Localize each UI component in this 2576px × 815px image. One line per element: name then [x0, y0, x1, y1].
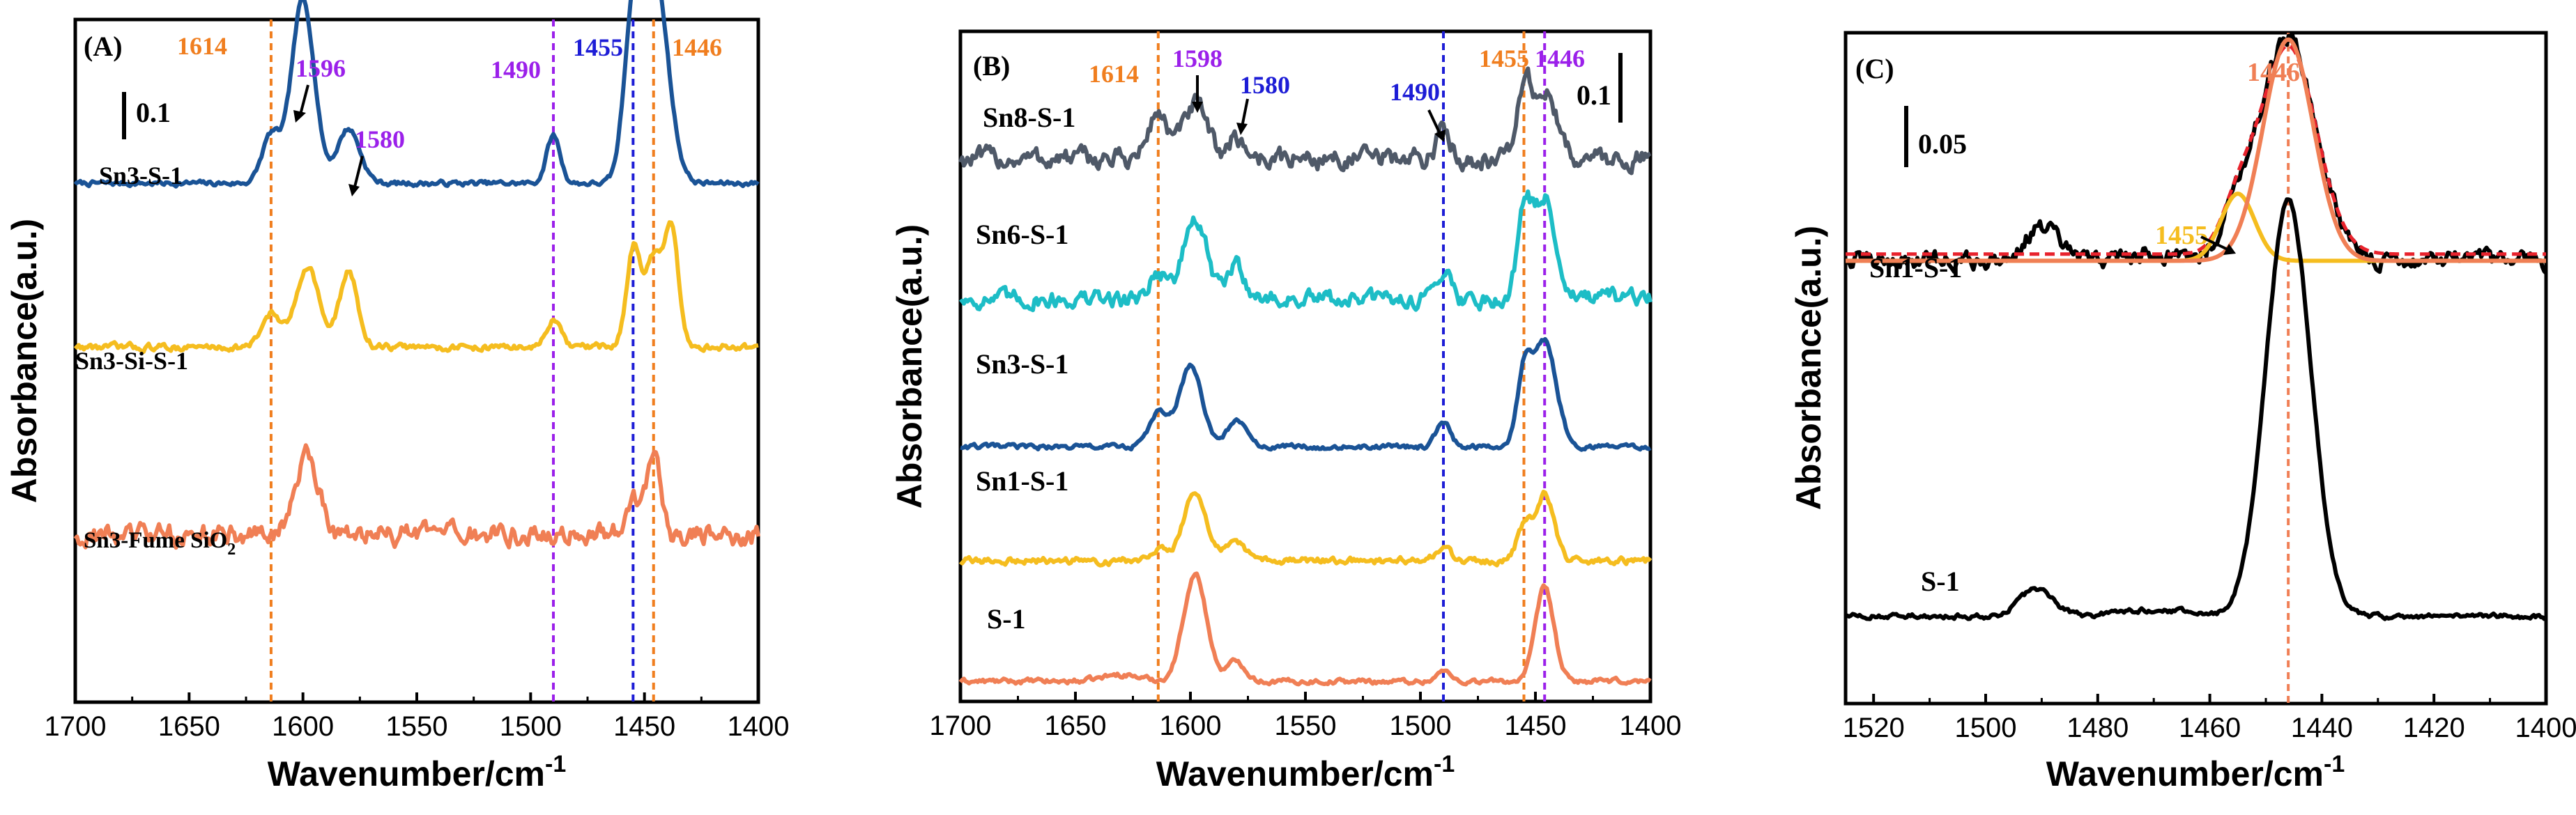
annotation-1446: 1446 — [2247, 58, 2300, 87]
panel-a: 1700 1650 1600 1550 1500 1450 1400 (A) 0.1 161… — [5, 0, 789, 793]
series-label-sn3-si-s-1: Sn3-Si-S-1 — [75, 347, 188, 375]
x-tick-label: 1500 — [500, 711, 562, 742]
series-label-s-1: S-1 — [987, 603, 1026, 635]
series-label-sn1-s-1: Sn1-S-1 — [1869, 252, 1962, 284]
series-label-sn3-fume-sio2: Sn3-Fume SiO2 — [84, 528, 236, 559]
x-tick-label: 1450 — [613, 711, 675, 742]
arrow-1596 — [298, 84, 309, 118]
x-tick-label: 1650 — [158, 711, 220, 742]
x-tick-label: 1550 — [1275, 711, 1337, 741]
arrow-1490-head — [1434, 130, 1446, 142]
scale-bar-label: 0.1 — [1577, 79, 1611, 111]
annotation-1490: 1490 — [491, 56, 541, 84]
annotation-1614: 1614 — [1089, 60, 1139, 88]
arrow-1455-head — [2223, 244, 2236, 255]
panel-label: (C) — [1855, 53, 1894, 84]
x-tick-label: 1650 — [1045, 711, 1107, 741]
x-tick-label: 1440 — [2291, 713, 2353, 743]
series-line-sn3-fume-sio2 — [73, 443, 760, 550]
panel-label: (A) — [84, 31, 123, 62]
panel-b: 1700 1650 1600 1550 1500 1450 1400 (B) 0.1 161… — [890, 29, 1682, 793]
series-line-sn3-si-s-1 — [73, 220, 759, 355]
x-tick-label: 1520 — [1843, 713, 1905, 743]
arrow-1580-head — [1236, 123, 1248, 135]
series-line-sn8-s-1 — [958, 66, 1652, 176]
arrow-1580 — [353, 155, 364, 190]
y-axis-title: Absorbance(a.u.) — [5, 219, 44, 503]
x-tick-label: 1700 — [930, 711, 992, 741]
scale-bar-label: 0.05 — [1918, 128, 1967, 160]
series-line-s-1 — [958, 571, 1652, 687]
x-tick-label: 1700 — [45, 711, 107, 742]
arrow-1490 — [1427, 109, 1441, 134]
arrow-1580 — [1241, 98, 1249, 127]
x-axis-title: Wavenumber/cm-1 — [2046, 751, 2345, 793]
annotation-1455: 1455 — [573, 33, 623, 61]
series-label-sn1-s-1: Sn1-S-1 — [976, 465, 1068, 497]
annotation-1446: 1446 — [1535, 45, 1585, 72]
annotation-1580: 1580 — [1240, 71, 1290, 99]
x-tick-label: 1600 — [272, 711, 334, 742]
series-label-sn3-s-1: Sn3-S-1 — [99, 162, 183, 189]
annotation-1614: 1614 — [177, 32, 227, 60]
series-line-sn6-s-1 — [959, 189, 1653, 313]
x-axis-title: Wavenumber/cm-1 — [268, 751, 567, 793]
arrow-1580-head — [348, 184, 360, 196]
annotation-1455: 1455 — [2155, 221, 2208, 250]
x-tick-label: 1450 — [1505, 711, 1567, 741]
series-label-sn8-s-1: Sn8-S-1 — [983, 102, 1075, 133]
series-line-sn1-s-1-fit — [1846, 44, 2546, 256]
arrow-1455 — [2200, 235, 2228, 251]
scale-bar-label: 0.1 — [136, 97, 171, 128]
series-line-sn1-s-1 — [959, 490, 1653, 568]
plot-frame — [1843, 31, 2548, 706]
series-line-1446-component — [1845, 37, 2547, 263]
x-tick-label: 1460 — [2179, 713, 2241, 743]
x-axis-title: Wavenumber/cm-1 — [1156, 751, 1455, 793]
panel-c: 1520 1500 1480 1460 1440 1420 1400 (C) 0.05 14… — [1789, 31, 2576, 793]
x-tick-label: 1500 — [1390, 711, 1452, 741]
annotation-1446: 1446 — [672, 33, 722, 61]
x-tick-label: 1480 — [2067, 713, 2129, 743]
x-tick-label: 1420 — [2403, 713, 2465, 743]
arrow-1598-head — [1192, 102, 1203, 113]
y-axis-title: Absorbance(a.u.) — [1789, 226, 1828, 510]
series-label-sn6-s-1: Sn6-S-1 — [976, 219, 1068, 250]
annotation-1580: 1580 — [355, 125, 405, 153]
series-line-sn3-s-1 — [73, 0, 760, 189]
series-label-s-1: S-1 — [1921, 566, 1960, 597]
x-tick-label: 1400 — [2515, 713, 2576, 743]
x-tick-label: 1550 — [386, 711, 448, 742]
x-tick-label: 1600 — [1160, 711, 1222, 741]
annotation-1596: 1596 — [296, 54, 346, 82]
y-axis-title: Absorbance(a.u.) — [890, 224, 929, 509]
series-line-s-1 — [1844, 197, 2548, 621]
panel-label: (B) — [973, 50, 1010, 82]
series-label-sn3-s-1: Sn3-S-1 — [976, 348, 1068, 380]
annotation-1455: 1455 — [1479, 45, 1529, 72]
series-line-sn3-s-1 — [960, 336, 1652, 452]
x-tick-label: 1400 — [1620, 711, 1682, 741]
annotation-1598: 1598 — [1172, 45, 1222, 72]
arrow-1596-head — [293, 110, 306, 123]
x-tick-label: 1500 — [1955, 713, 2017, 743]
annotation-1490: 1490 — [1390, 78, 1440, 106]
x-tick-label: 1400 — [728, 711, 790, 742]
